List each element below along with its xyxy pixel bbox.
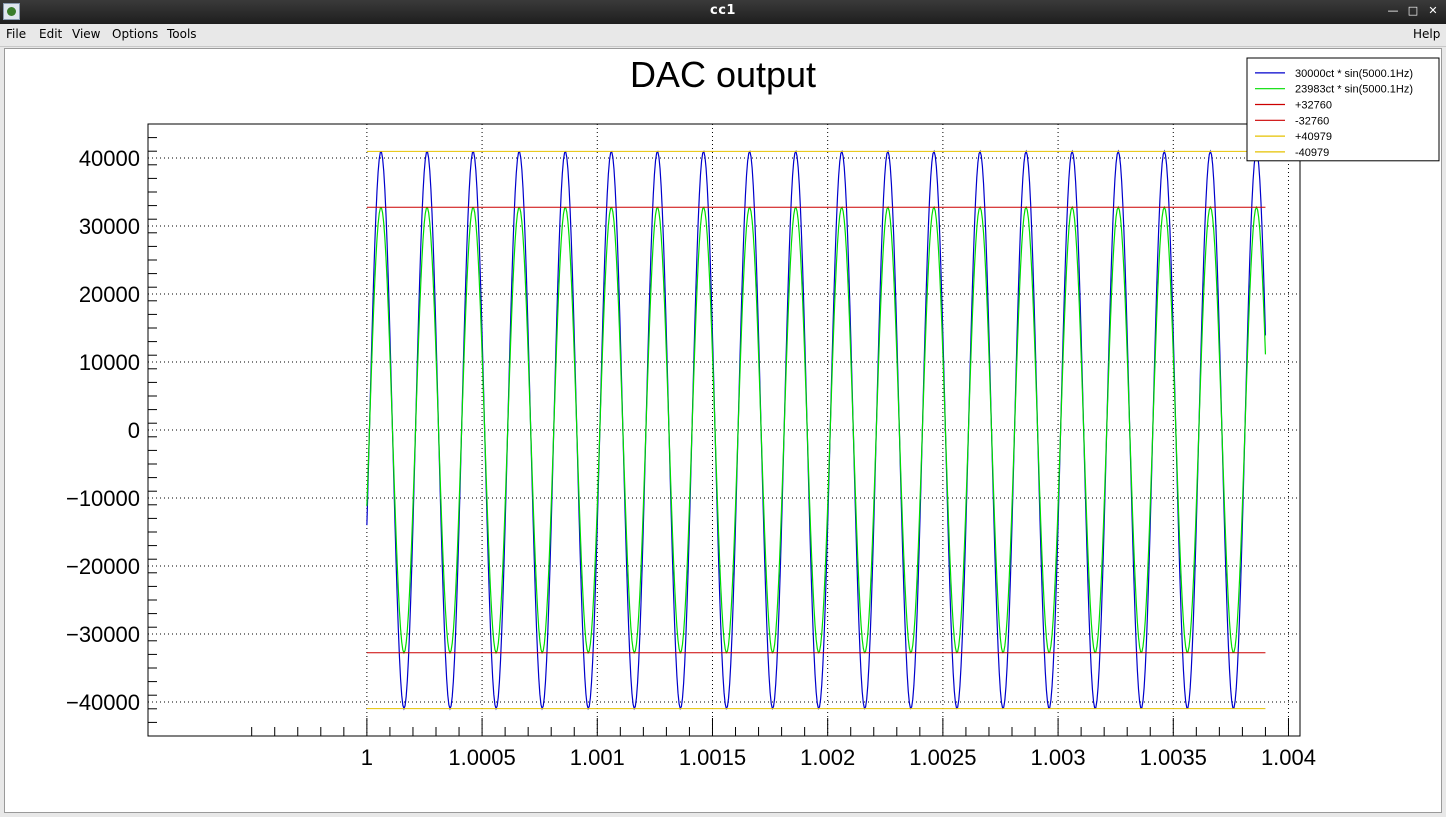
x-tick-label: 1.0025 [909,745,976,770]
menu-view[interactable]: View [72,27,101,41]
chart-title: DAC output [630,54,816,95]
menu-edit[interactable]: Edit [39,27,63,41]
title-bar[interactable]: cc1 — □ ✕ [0,0,1446,24]
axes: 1 1.0005 1.001 1.0015 1.002 1.0025 1.003 1.0035… [66,123,1316,770]
window-controls: — □ ✕ [1386,4,1440,18]
x-tick-label: 1.0015 [679,745,746,770]
legend-label: +32760 [1295,100,1332,112]
x-tick-label: 1.001 [570,745,625,770]
menu-bar: File Edit View Options Tools Help [0,24,1446,47]
plot-frame [147,123,1301,737]
menu-tools[interactable]: Tools [167,27,197,41]
x-tick-label: 1.0005 [448,745,515,770]
x-tick-label: 1.004 [1261,745,1316,770]
x-tick-label: 1 [361,745,373,770]
legend-label: 30000ct * sin(5000.1Hz) [1295,68,1413,80]
y-tick-label: −40000 [66,690,140,715]
menu-file[interactable]: File [6,27,27,41]
series-line-1 [366,205,1267,655]
dac-output-chart: DAC output 1 1.0005 1.001 1.0015 1.002 1.0025… [66,54,1440,770]
canvas-area[interactable]: DAC output 1 1.0005 1.001 1.0015 1.002 1.0025… [4,48,1442,813]
y-tick-label: 10000 [79,350,140,375]
x-tick-label: 1.003 [1031,745,1086,770]
legend[interactable]: 30000ct * sin(5000.1Hz) 23983ct * sin(500… [1246,57,1440,162]
y-tick-label: −30000 [66,622,140,647]
series-line-0 [366,149,1267,711]
legend-label: 23983ct * sin(5000.1Hz) [1295,84,1413,96]
y-tick-label: 30000 [79,214,140,239]
series-layer [366,149,1267,711]
root-app-icon[interactable] [3,3,20,20]
grid [148,124,1300,736]
menu-options[interactable]: Options [112,27,159,41]
y-tick-label: −10000 [66,486,140,511]
y-tick-label: −20000 [66,554,140,579]
y-tick-label: 20000 [79,282,140,307]
legend-label: -40979 [1295,147,1329,159]
maximize-icon[interactable]: □ [1407,4,1419,17]
window-title: cc1 [710,3,736,18]
legend-box [1246,57,1440,162]
legend-label: -32760 [1295,115,1329,127]
close-icon[interactable]: ✕ [1428,4,1438,17]
y-tick-label: 40000 [79,146,140,171]
x-tick-label: 1.002 [800,745,855,770]
minimize-icon[interactable]: — [1387,4,1399,17]
menu-help[interactable]: Help [1413,27,1441,41]
legend-label: +40979 [1295,131,1332,143]
y-tick-label: 0 [128,418,140,443]
x-tick-label: 1.0035 [1140,745,1207,770]
